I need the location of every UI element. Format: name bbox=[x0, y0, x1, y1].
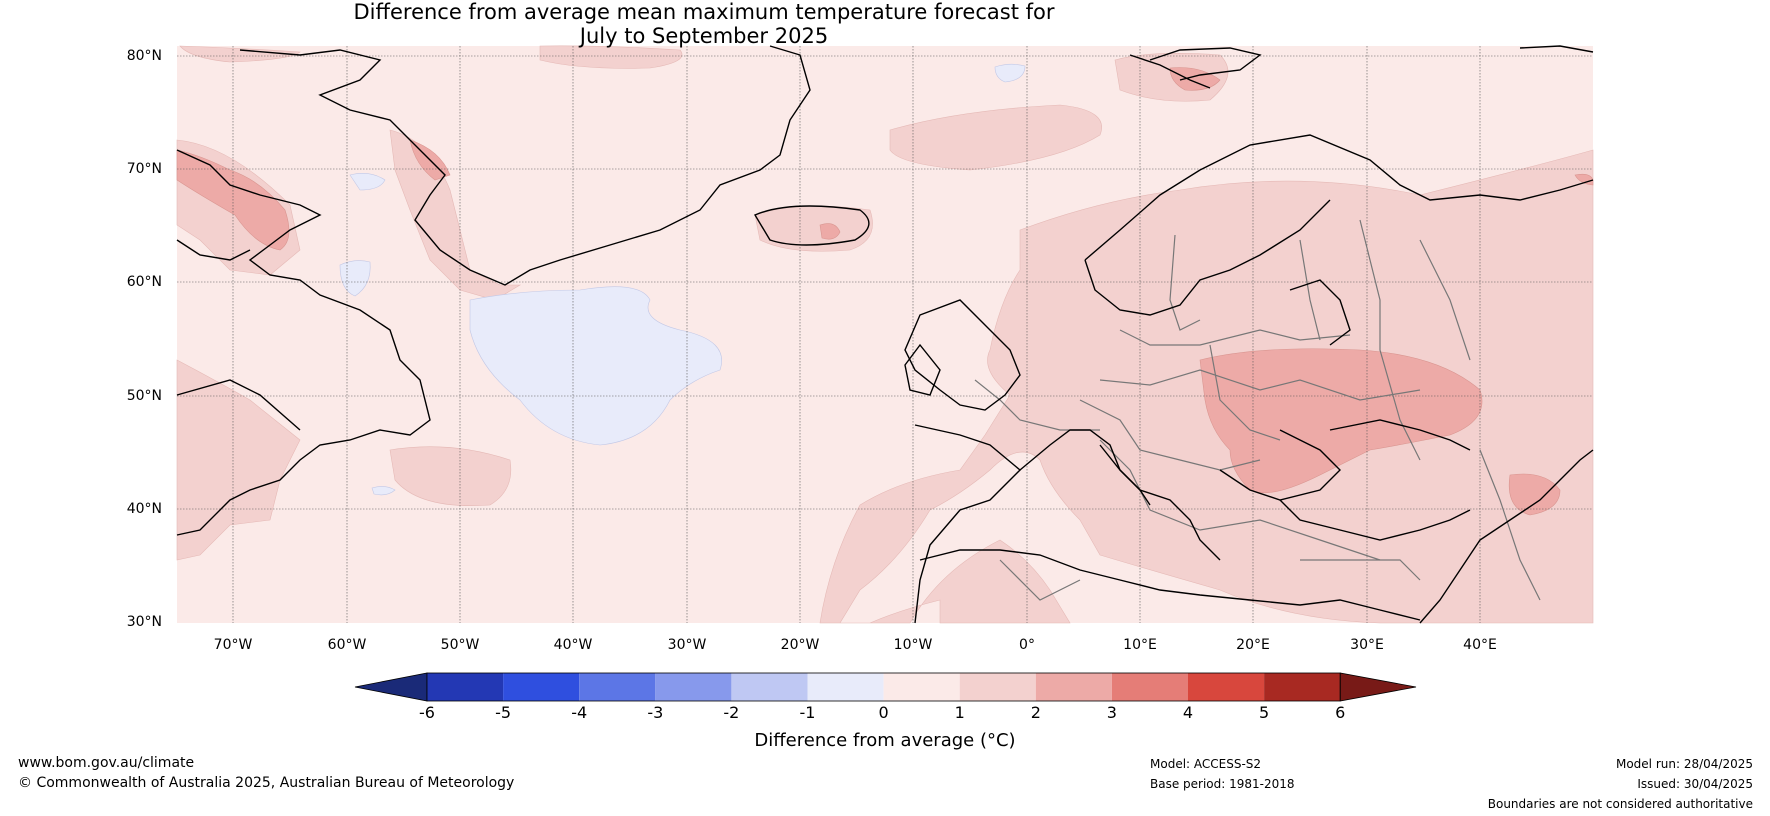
x-label-70w: 70°W bbox=[213, 637, 253, 653]
colorbar-extend-high bbox=[1339, 672, 1417, 702]
website-link[interactable]: www.bom.gov.au/climate bbox=[18, 755, 195, 771]
colorbar-tick-label: -6 bbox=[419, 703, 435, 722]
colorbar-tick-label: -5 bbox=[495, 703, 512, 722]
boundaries-disclaimer: Boundaries are not considered authoritat… bbox=[1487, 797, 1753, 811]
title-line-1: Difference from average mean maximum tem… bbox=[353, 0, 1055, 24]
x-label-40e: 40°E bbox=[1463, 637, 1497, 653]
anomaly-neg1-0-regions bbox=[339, 63, 1026, 496]
x-label-10e: 10°E bbox=[1123, 637, 1157, 653]
graticule bbox=[177, 46, 1593, 623]
colorbar-extend-low bbox=[354, 672, 428, 702]
y-label-70n: 70°N bbox=[126, 161, 162, 177]
colorbar-frame bbox=[426, 672, 1341, 702]
y-label-60n: 60°N bbox=[126, 274, 162, 290]
colorbar-swatch bbox=[1188, 673, 1265, 701]
colorbar-tick-label: -4 bbox=[571, 703, 588, 722]
colorbar-swatch bbox=[807, 673, 884, 701]
colorbar-tick-label: 0 bbox=[878, 703, 889, 722]
colorbar-swatch bbox=[959, 673, 1036, 701]
x-label-10w: 10°W bbox=[893, 637, 933, 653]
colorbar-tick-label: -2 bbox=[723, 703, 740, 722]
map-title: Difference from average mean maximum tem… bbox=[0, 0, 1408, 48]
model-run-date: Model run: 28/04/2025 bbox=[1615, 757, 1753, 771]
x-label-60w: 60°W bbox=[327, 637, 367, 653]
colorbar-tick-label: 6 bbox=[1335, 703, 1346, 722]
x-label-50w: 50°W bbox=[440, 637, 480, 653]
base-period: Base period: 1981-2018 bbox=[1150, 777, 1295, 791]
colorbar-swatch bbox=[579, 673, 656, 701]
colorbar-swatch bbox=[731, 673, 808, 701]
y-label-40n: 40°N bbox=[126, 501, 162, 517]
colorbar-swatch bbox=[655, 673, 732, 701]
colorbar-swatch bbox=[427, 673, 504, 701]
y-label-80n: 80°N bbox=[126, 48, 162, 64]
colorbar-swatch bbox=[1035, 673, 1112, 701]
colorbar-tick-label: 4 bbox=[1182, 703, 1194, 722]
colorbar-tick-label: 2 bbox=[1030, 703, 1041, 722]
colorbar-tick-label: -3 bbox=[647, 703, 664, 722]
x-label-20e: 20°E bbox=[1236, 637, 1270, 653]
colorbar-swatch bbox=[883, 673, 960, 701]
model-name: Model: ACCESS-S2 bbox=[1150, 757, 1262, 771]
colorbar-label: Difference from average (°C) bbox=[754, 730, 1016, 751]
x-label-30w: 30°W bbox=[667, 637, 707, 653]
colorbar-swatch bbox=[1264, 673, 1341, 701]
colorbar-tick-label: 5 bbox=[1259, 703, 1270, 722]
y-label-50n: 50°N bbox=[126, 388, 162, 404]
colorbar bbox=[354, 672, 1417, 702]
x-label-30e: 30°E bbox=[1350, 637, 1384, 653]
x-label-0: 0° bbox=[1019, 637, 1035, 653]
colorbar-tick-label: 3 bbox=[1106, 703, 1117, 722]
country-borders bbox=[974, 219, 1541, 601]
copyright-text: © Commonwealth of Australia 2025, Austra… bbox=[18, 775, 515, 791]
x-label-40w: 40°W bbox=[553, 637, 593, 653]
issued-date: Issued: 30/04/2025 bbox=[1637, 777, 1753, 791]
colorbar-tick-label: -1 bbox=[799, 703, 816, 722]
y-label-30n: 30°N bbox=[126, 614, 162, 630]
title-line-2: July to September 2025 bbox=[579, 24, 829, 48]
colorbar-tick-label: 1 bbox=[954, 703, 965, 722]
colorbar-swatch bbox=[1111, 673, 1188, 701]
colorbar-swatch bbox=[503, 673, 580, 701]
x-label-20w: 20°W bbox=[780, 637, 820, 653]
coastlines bbox=[176, 45, 1594, 624]
